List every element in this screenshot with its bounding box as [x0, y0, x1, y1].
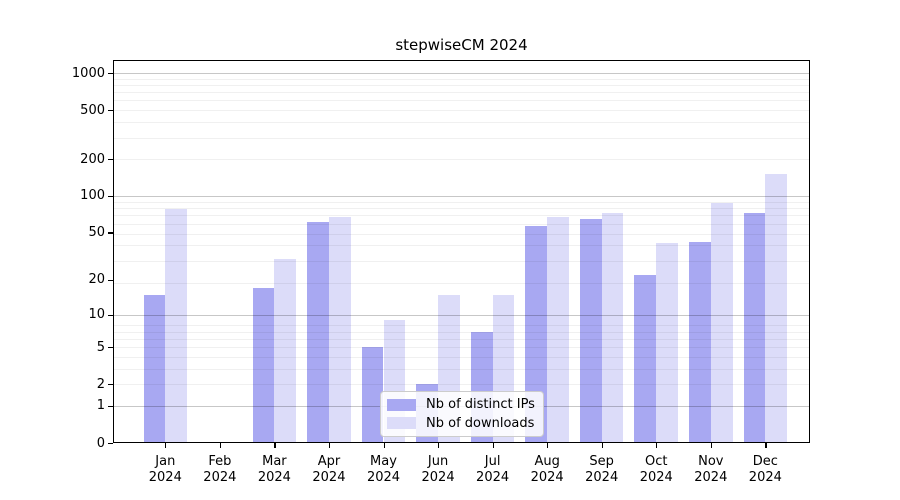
minor-gridline	[113, 331, 810, 333]
bar-distinct-ips	[689, 241, 711, 443]
minor-gridline	[113, 92, 810, 94]
major-gridline	[113, 195, 810, 197]
y-tick-mark	[108, 347, 113, 349]
major-gridline	[113, 73, 810, 75]
x-tick-label: Nov 2024	[694, 454, 728, 485]
bar-distinct-ips	[579, 219, 602, 443]
minor-gridline	[113, 368, 810, 370]
y-tick-mark	[108, 232, 113, 234]
minor-gridline	[113, 338, 810, 340]
x-tick-label: Dec 2024	[748, 454, 782, 485]
y-tick-label: 0	[96, 435, 105, 451]
y-tick-label: 100	[80, 188, 105, 204]
x-tick-mark	[219, 443, 222, 448]
minor-gridline	[113, 260, 810, 262]
x-tick-label: Feb 2024	[203, 454, 237, 485]
y-tick-mark	[108, 73, 113, 75]
y-tick-label: 2	[96, 376, 105, 392]
x-tick-label: Jul 2024	[476, 454, 510, 485]
x-tick-label: Jan 2024	[148, 454, 182, 485]
x-tick-mark	[328, 443, 331, 448]
bar-downloads	[656, 242, 679, 443]
x-tick-label: Oct 2024	[639, 454, 673, 485]
minor-gridline	[113, 137, 810, 139]
bar-downloads	[765, 174, 788, 443]
legend-label-downloads: Nb of downloads	[426, 415, 535, 431]
minor-gridline	[113, 347, 810, 349]
minor-gridline	[113, 110, 810, 112]
bar-downloads	[274, 259, 297, 443]
bar-downloads	[165, 209, 188, 443]
legend-item-distinct-ips: Nb of distinct IPs	[387, 397, 537, 412]
x-tick-mark	[165, 443, 167, 448]
x-tick-label: May 2024	[366, 454, 401, 485]
bar-distinct-ips	[634, 275, 657, 443]
y-tick-label: 1	[96, 398, 105, 414]
minor-gridline	[113, 356, 810, 358]
minor-gridline	[113, 122, 810, 124]
y-tick-mark	[108, 279, 113, 282]
chart-title: stepwiseCM 2024	[395, 36, 528, 54]
y-tick-mark	[108, 405, 113, 408]
x-tick-label: Jun 2024	[421, 454, 455, 485]
x-tick-mark	[710, 443, 712, 448]
x-tick-mark	[656, 443, 658, 448]
minor-gridline	[113, 100, 810, 102]
bar-distinct-ips	[307, 221, 329, 443]
bar-distinct-ips	[743, 212, 766, 443]
bar-downloads	[547, 217, 569, 443]
x-tick-mark	[601, 443, 603, 448]
y-tick-mark	[108, 384, 113, 386]
minor-gridline	[113, 159, 810, 161]
minor-gridline	[113, 282, 810, 284]
bar-distinct-ips	[361, 347, 384, 443]
y-tick-mark	[108, 314, 113, 316]
legend-item-downloads: Nb of downloads	[387, 416, 537, 431]
legend-swatch-distinct-ips-icon	[387, 398, 416, 411]
bar-distinct-ips	[143, 294, 166, 443]
legend-swatch-downloads-icon	[387, 417, 416, 430]
y-tick-mark	[108, 195, 113, 198]
minor-gridline	[113, 78, 810, 80]
y-tick-mark	[108, 159, 113, 161]
y-tick-label: 5	[96, 339, 105, 355]
minor-gridline	[113, 325, 810, 327]
minor-gridline	[113, 245, 810, 247]
bar-downloads	[710, 202, 733, 443]
x-tick-label: Apr 2024	[312, 454, 346, 485]
legend-label-distinct-ips: Nb of distinct IPs	[426, 397, 535, 413]
x-tick-label: Mar 2024	[257, 454, 291, 485]
y-tick-label: 200	[80, 151, 105, 167]
minor-gridline	[113, 384, 810, 386]
minor-gridline	[113, 85, 810, 87]
x-tick-mark	[547, 443, 549, 448]
y-tick-label: 10	[88, 307, 105, 323]
bar-distinct-ips	[252, 288, 275, 443]
legend: Nb of distinct IPs Nb of downloads	[380, 391, 544, 437]
bar-downloads	[328, 217, 351, 443]
y-tick-mark	[108, 110, 113, 112]
y-tick-label: 50	[88, 224, 105, 240]
x-tick-mark	[438, 443, 440, 448]
bar-distinct-ips	[525, 225, 548, 443]
minor-gridline	[113, 223, 810, 225]
x-tick-mark	[383, 443, 385, 448]
x-tick-label: Sep 2024	[585, 454, 619, 485]
minor-gridline	[113, 233, 810, 235]
minor-gridline	[113, 208, 810, 210]
x-tick-mark	[765, 443, 767, 448]
y-tick-mark	[108, 443, 113, 445]
x-tick-label: Aug 2024	[530, 454, 564, 485]
bar-downloads	[601, 213, 624, 443]
major-gridline	[113, 314, 810, 316]
y-tick-label: 1000	[71, 65, 105, 81]
minor-gridline	[113, 202, 810, 204]
x-tick-mark	[274, 443, 276, 448]
x-tick-mark	[492, 443, 494, 448]
y-tick-label: 500	[80, 102, 105, 118]
y-tick-label: 20	[88, 272, 105, 288]
minor-gridline	[113, 215, 810, 217]
